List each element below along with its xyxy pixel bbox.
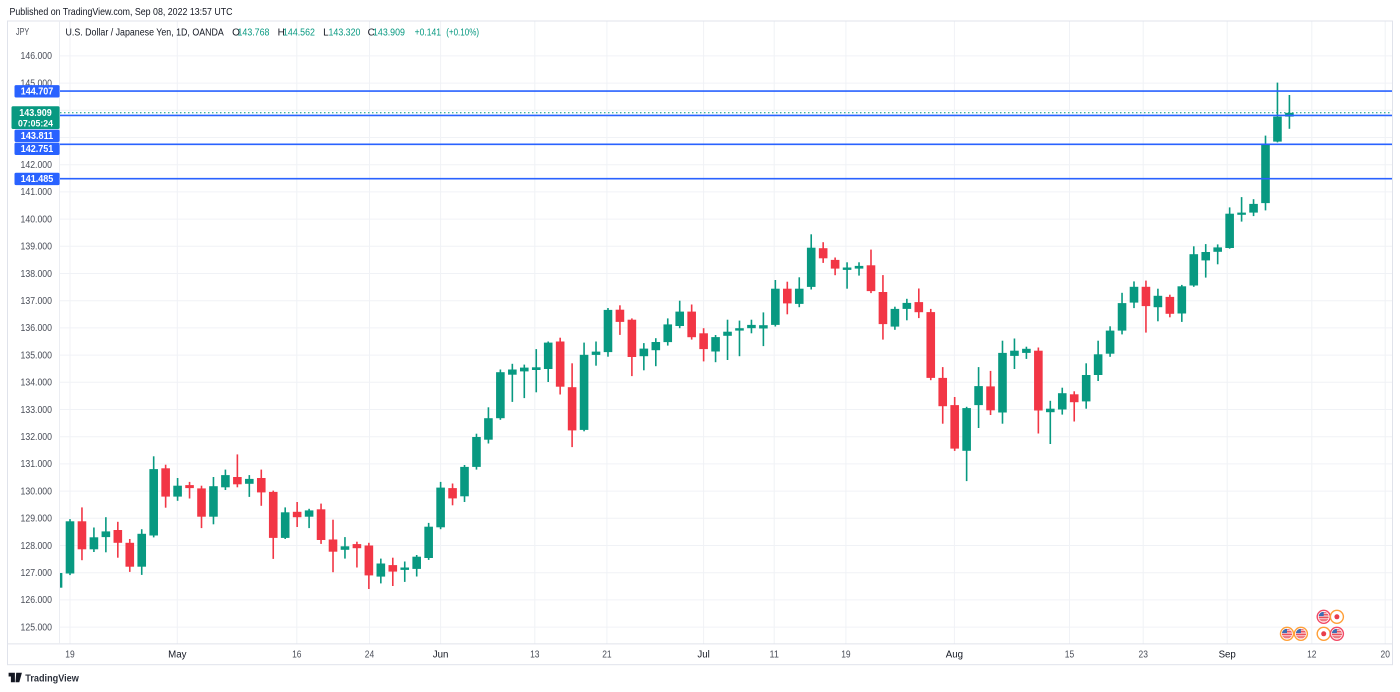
svg-text:134.000: 134.000 <box>21 378 53 389</box>
svg-text:May: May <box>168 649 186 660</box>
svg-text:145.000: 145.000 <box>21 78 53 89</box>
svg-text:U.S. Dollar / Japanese Yen, 1D: U.S. Dollar / Japanese Yen, 1D, OANDA <box>66 28 225 39</box>
svg-text:127.000: 127.000 <box>21 568 53 579</box>
svg-text:23: 23 <box>1139 649 1148 660</box>
svg-text:H: H <box>278 28 285 39</box>
svg-text:129.000: 129.000 <box>21 514 53 525</box>
svg-text:130.000: 130.000 <box>21 486 53 497</box>
svg-text:141.000: 141.000 <box>21 187 53 198</box>
svg-text:Jun: Jun <box>433 649 449 660</box>
svg-text:Published on TradingView.com,: Published on TradingView.com, Sep 08, 20… <box>10 7 233 18</box>
svg-text:(+0.10%): (+0.10%) <box>446 28 479 39</box>
svg-text:131.000: 131.000 <box>21 459 53 470</box>
svg-text:142.751: 142.751 <box>21 144 54 155</box>
svg-text:135.000: 135.000 <box>21 350 53 361</box>
svg-text:Jul: Jul <box>697 649 709 660</box>
svg-text:142.000: 142.000 <box>21 160 53 171</box>
svg-text:132.000: 132.000 <box>21 432 53 443</box>
svg-text:24: 24 <box>365 649 375 660</box>
svg-text:136.000: 136.000 <box>21 323 53 334</box>
svg-text:19: 19 <box>65 649 74 660</box>
svg-text:Sep: Sep <box>1219 649 1236 660</box>
svg-text:11: 11 <box>770 649 779 660</box>
svg-text:13: 13 <box>530 649 539 660</box>
svg-text:07:05:24: 07:05:24 <box>18 119 53 129</box>
svg-text:143.909: 143.909 <box>373 28 405 39</box>
svg-text:126.000: 126.000 <box>21 595 53 606</box>
svg-text:137.000: 137.000 <box>21 296 53 307</box>
svg-text:+0.141: +0.141 <box>415 28 442 39</box>
svg-text:143.909: 143.909 <box>19 108 52 119</box>
svg-text:143.320: 143.320 <box>329 28 361 39</box>
svg-text:C: C <box>368 28 375 39</box>
svg-text:TradingView: TradingView <box>25 673 79 684</box>
svg-text:144.707: 144.707 <box>21 87 54 98</box>
svg-text:138.000: 138.000 <box>21 269 53 280</box>
svg-text:143.768: 143.768 <box>238 28 270 39</box>
svg-text:JPY: JPY <box>16 27 30 38</box>
svg-text:144.562: 144.562 <box>283 28 315 39</box>
svg-text:19: 19 <box>841 649 850 660</box>
svg-text:143.811: 143.811 <box>21 131 54 142</box>
svg-text:12: 12 <box>1307 649 1316 660</box>
svg-text:128.000: 128.000 <box>21 541 53 552</box>
svg-text:O: O <box>232 28 240 39</box>
svg-text:Aug: Aug <box>946 649 963 660</box>
svg-text:L: L <box>323 28 329 39</box>
svg-text:125.000: 125.000 <box>21 622 53 633</box>
svg-text:20: 20 <box>1381 649 1391 660</box>
svg-text:133.000: 133.000 <box>21 405 53 416</box>
svg-text:15: 15 <box>1065 649 1074 660</box>
svg-text:21: 21 <box>602 649 611 660</box>
svg-text:139.000: 139.000 <box>21 242 53 253</box>
svg-text:140.000: 140.000 <box>21 214 53 225</box>
svg-text:16: 16 <box>292 649 301 660</box>
svg-text:141.485: 141.485 <box>21 174 54 185</box>
svg-text:146.000: 146.000 <box>21 51 53 62</box>
